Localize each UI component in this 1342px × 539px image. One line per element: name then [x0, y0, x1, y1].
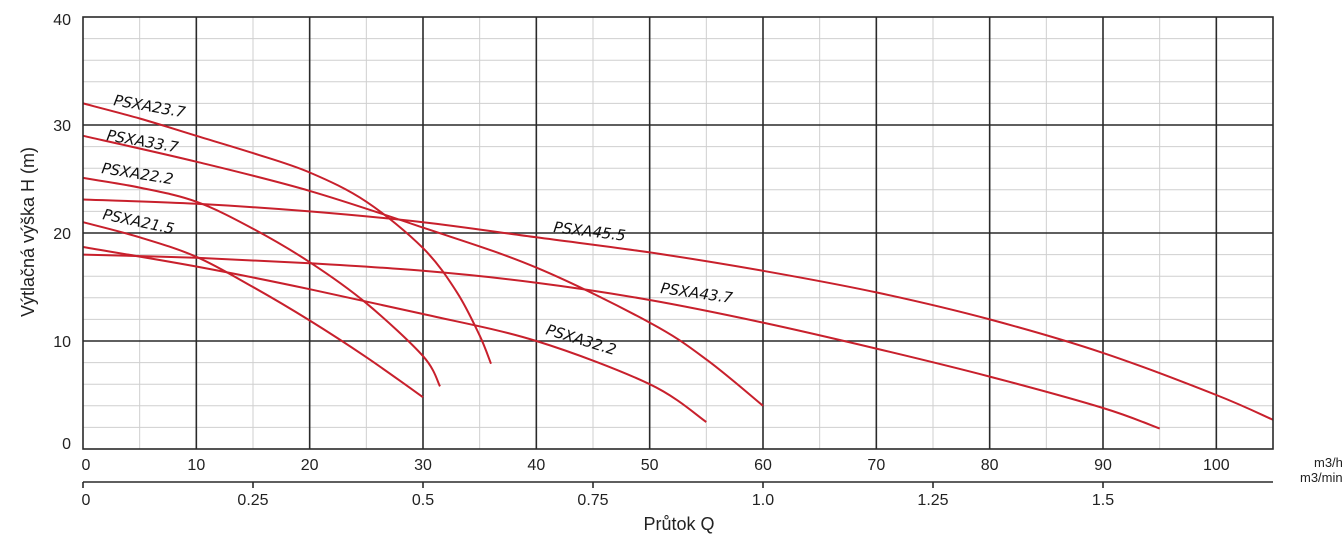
curve-psxa21-5 — [82, 221, 424, 399]
x-tick-label: 100 — [1203, 457, 1230, 474]
plot-border — [82, 16, 1274, 450]
curve-psxa43-7 — [82, 253, 1161, 430]
curve-label: PSXA33.7 — [105, 126, 180, 156]
tick-labels: 0 10 20 30 40 0 10 20 30 40 50 60 70 80 90 100 0 0.25 0.5 0… — [53, 12, 1230, 509]
x-tick-label: 50 — [641, 457, 659, 474]
curve-label: PSXA23.7 — [112, 91, 187, 121]
minor-grid — [83, 17, 1273, 449]
curve-label: PSXA32.2 — [544, 321, 619, 359]
x-tick-label: 0 — [82, 457, 91, 474]
x2-tick-label: 1.25 — [917, 492, 948, 509]
performance-curves — [82, 102, 1274, 430]
y-tick-label: 0 — [62, 436, 71, 453]
x-tick-label: 30 — [414, 457, 432, 474]
x-tick-label: 20 — [301, 457, 319, 474]
curve-label: PSXA22.2 — [100, 159, 174, 188]
x2-tick-label: 0.5 — [412, 492, 434, 509]
x-tick-label: 90 — [1094, 457, 1112, 474]
x-axis-title: Průtok Q — [643, 514, 714, 534]
curve-psxa32-2 — [82, 246, 707, 423]
x2-tick-label: 1.0 — [752, 492, 774, 509]
curve-psxa45-5 — [82, 198, 1274, 421]
y-tick-label: 10 — [53, 334, 71, 351]
x-tick-label: 10 — [187, 457, 205, 474]
major-grid — [83, 17, 1273, 449]
x-unit-label: m3/h — [1314, 455, 1342, 470]
x-tick-label: 70 — [867, 457, 885, 474]
x2-tick-label: 1.5 — [1092, 492, 1114, 509]
y-axis-title: Výtlačná výška H (m) — [18, 147, 38, 317]
x-tick-label: 80 — [981, 457, 999, 474]
curve-psxa23-7 — [82, 102, 492, 365]
x2-unit-label: m3/min — [1300, 470, 1342, 485]
x2-tick-label: 0.25 — [237, 492, 268, 509]
y-tick-label: 40 — [53, 12, 71, 29]
x-tick-label: 40 — [527, 457, 545, 474]
x2-tick-label: 0 — [82, 492, 91, 509]
curve-psxa22-2 — [82, 176, 441, 387]
x2-tick-label: 0.75 — [577, 492, 608, 509]
y-tick-label: 30 — [53, 118, 71, 135]
x-tick-label: 60 — [754, 457, 772, 474]
y-tick-label: 20 — [53, 226, 71, 243]
plot-frame — [82, 16, 1274, 488]
curve-psxa33-7 — [82, 134, 764, 407]
